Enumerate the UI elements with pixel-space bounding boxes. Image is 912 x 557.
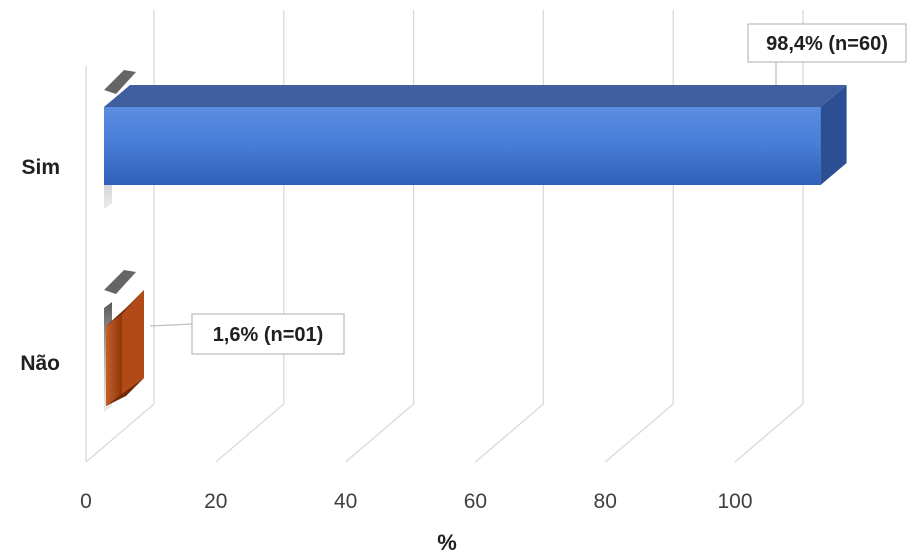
x-axis-title: % — [437, 530, 457, 555]
label-box — [747, 23, 907, 63]
bar — [104, 107, 821, 185]
x-tick-label: 60 — [464, 490, 487, 513]
data-label: 98,4% (n=60) — [747, 23, 907, 85]
floor-gridline — [604, 403, 674, 463]
floor-gridline — [345, 403, 415, 463]
x-tick-labels: 0 20 40 60 80 100 — [80, 490, 752, 513]
bar — [106, 314, 122, 406]
bar-top-face — [104, 85, 847, 107]
bar-shadow — [104, 270, 136, 294]
x-tick-label: 20 — [204, 490, 227, 513]
category-label: Sim — [21, 156, 60, 179]
bar-shadow — [104, 70, 136, 94]
floor-gridline — [85, 403, 155, 463]
bar-side-face — [820, 85, 847, 185]
data-labels: 98,4% (n=60) 1,6% (n=01) — [149, 23, 907, 355]
floor-gridline — [734, 403, 804, 463]
data-label-text: 1,6% (n=01) — [213, 324, 324, 346]
gridlines — [85, 10, 804, 463]
floor-gridline — [215, 403, 285, 463]
data-label-text: 98,4% (n=60) — [766, 33, 888, 55]
x-tick-label: 0 — [80, 490, 92, 513]
category-label: Não — [20, 352, 60, 375]
label-leader — [149, 323, 193, 327]
x-tick-label: 100 — [717, 490, 752, 513]
label-box — [191, 313, 345, 355]
floor-gridline — [474, 403, 544, 463]
bar-front-face — [122, 290, 144, 394]
bars — [104, 85, 847, 406]
x-tick-label: 40 — [334, 490, 357, 513]
category-labels: Sim Não — [20, 156, 60, 375]
data-label: 1,6% (n=01) — [149, 313, 345, 355]
x-tick-label: 80 — [594, 490, 617, 513]
